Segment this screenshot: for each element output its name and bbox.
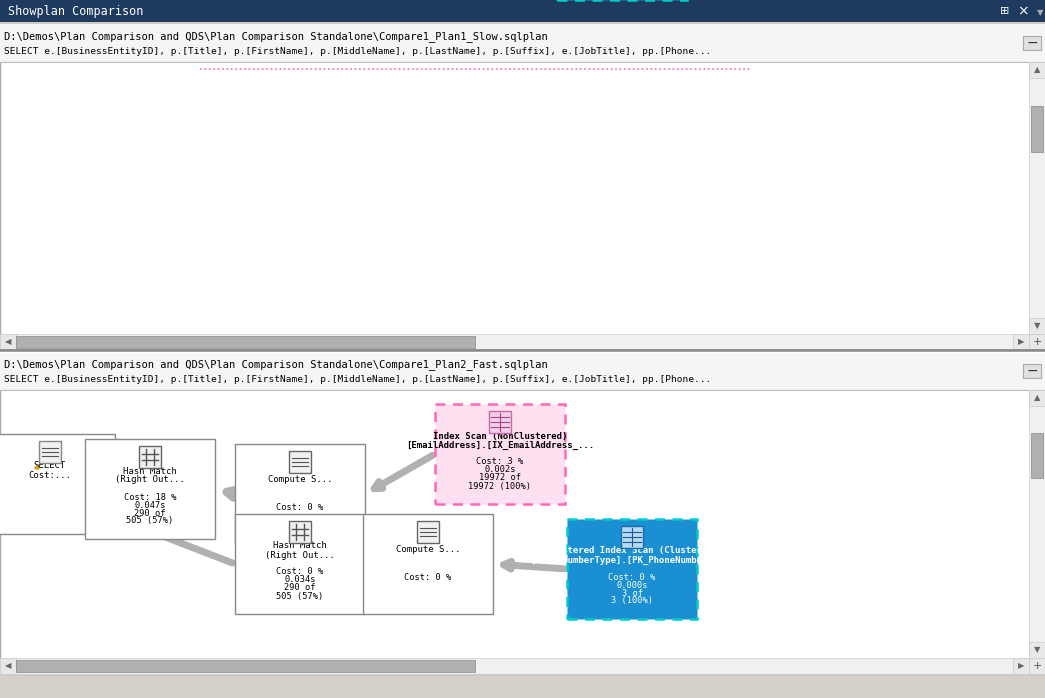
Bar (1029, 334, 1045, 350)
Text: ▲: ▲ (1034, 66, 1040, 75)
Bar (0, 334, 1029, 350)
Text: Cost: 18 %: Cost: 18 % (123, 493, 177, 501)
Text: ▶: ▶ (1018, 338, 1024, 346)
Bar (1029, 62, 1045, 334)
FancyBboxPatch shape (1023, 36, 1041, 50)
Bar (1031, 433, 1043, 478)
Text: Hash Match: Hash Match (273, 542, 327, 551)
Bar (1029, 62, 1045, 78)
Text: 3 of: 3 of (622, 588, 643, 597)
Text: +: + (1032, 661, 1042, 671)
FancyBboxPatch shape (435, 404, 565, 504)
Text: 505 (57%): 505 (57%) (276, 591, 324, 600)
Text: 3 (100%): 3 (100%) (611, 597, 653, 605)
Text: ▶: ▶ (1018, 662, 1024, 671)
Bar (1031, 105, 1043, 151)
Text: 19972 of: 19972 of (479, 473, 521, 482)
Text: Cost: 0 %: Cost: 0 % (404, 574, 451, 583)
Bar (0, 334, 16, 350)
Bar (0, 658, 1029, 674)
Text: ⊞: ⊞ (1000, 6, 1009, 16)
Polygon shape (34, 465, 39, 469)
Bar (1029, 318, 1045, 334)
Text: −: − (1026, 364, 1038, 378)
Text: Compute S...: Compute S... (396, 546, 460, 554)
Text: 290 of: 290 of (134, 509, 166, 517)
Text: ▲: ▲ (1034, 394, 1040, 403)
Text: Cost: 0 %: Cost: 0 % (276, 567, 324, 577)
Text: 0.000s: 0.000s (617, 581, 648, 590)
Text: 0.034s: 0.034s (284, 575, 316, 584)
FancyBboxPatch shape (235, 444, 365, 544)
Text: Cost: 3 %: Cost: 3 % (477, 457, 524, 466)
Bar (0, 0, 1045, 22)
Bar (0, 352, 1045, 390)
Text: 0.002s: 0.002s (484, 466, 516, 475)
Bar (16, 660, 474, 672)
Bar (16, 336, 474, 348)
FancyBboxPatch shape (1023, 364, 1041, 378)
Bar (1029, 658, 1045, 674)
Text: Cost: 0 %: Cost: 0 % (276, 503, 324, 512)
Text: Hash Match: Hash Match (123, 466, 177, 475)
Text: SELECT e.[BusinessEntityID], p.[Title], p.[FirstName], p.[MiddleName], p.[LastNa: SELECT e.[BusinessEntityID], p.[Title], … (4, 47, 712, 57)
Text: ▼: ▼ (1034, 322, 1040, 330)
Text: ▼: ▼ (1034, 646, 1040, 655)
FancyBboxPatch shape (85, 439, 215, 539)
Bar (0, 352, 1045, 674)
Bar (1013, 658, 1029, 674)
Text: Cost:...: Cost:... (28, 470, 71, 480)
Text: ◀: ◀ (5, 338, 11, 346)
FancyBboxPatch shape (567, 519, 697, 619)
Text: Index Scan (NonClustered): Index Scan (NonClustered) (433, 431, 567, 440)
FancyBboxPatch shape (139, 446, 161, 468)
Text: 19972 (100%): 19972 (100%) (468, 482, 532, 491)
Text: [EmailAddress].[IX_EmailAddress_...: [EmailAddress].[IX_EmailAddress_... (405, 440, 594, 450)
Bar (1013, 334, 1029, 350)
Text: ◀: ◀ (5, 662, 11, 671)
Bar (0, 658, 16, 674)
Text: [PhoneNumberType].[PK_PhoneNumberTy...: [PhoneNumberType].[PK_PhoneNumberTy... (530, 556, 735, 565)
FancyBboxPatch shape (235, 514, 365, 614)
Bar (1029, 390, 1045, 658)
FancyBboxPatch shape (0, 434, 115, 534)
FancyBboxPatch shape (289, 451, 311, 473)
FancyBboxPatch shape (39, 441, 61, 463)
Text: D:\Demos\Plan Comparison and QDS\Plan Comparison Standalone\Compare1_Plan2_Fast.: D:\Demos\Plan Comparison and QDS\Plan Co… (4, 359, 548, 371)
Text: +: + (1032, 337, 1042, 347)
Text: SELECT e.[BusinessEntityID], p.[Title], p.[FirstName], p.[MiddleName], p.[LastNa: SELECT e.[BusinessEntityID], p.[Title], … (4, 376, 712, 385)
Text: ×: × (1017, 4, 1028, 18)
Bar (1029, 390, 1045, 406)
Text: Cost: 0 %: Cost: 0 % (608, 572, 655, 581)
Bar (0, 24, 1045, 350)
Text: Clustered Index Scan (Clustered): Clustered Index Scan (Clustered) (545, 547, 718, 556)
Text: (Right Out...: (Right Out... (115, 475, 185, 484)
Text: D:\Demos\Plan Comparison and QDS\Plan Comparison Standalone\Compare1_Plan1_Slow.: D:\Demos\Plan Comparison and QDS\Plan Co… (4, 31, 548, 43)
Text: −: − (1026, 36, 1038, 50)
Text: SELECT: SELECT (33, 461, 66, 470)
Text: 290 of: 290 of (284, 584, 316, 593)
Bar (0, 24, 1045, 62)
FancyBboxPatch shape (363, 514, 493, 614)
Text: Compute S...: Compute S... (268, 475, 332, 484)
FancyBboxPatch shape (417, 521, 439, 543)
FancyBboxPatch shape (489, 411, 511, 433)
Text: 0.047s: 0.047s (134, 500, 166, 510)
Text: (Right Out...: (Right Out... (265, 551, 335, 560)
Text: ▼: ▼ (1037, 8, 1044, 17)
Text: Showplan Comparison: Showplan Comparison (8, 4, 143, 17)
FancyBboxPatch shape (621, 526, 643, 548)
Text: 505 (57%): 505 (57%) (126, 517, 173, 526)
Bar (1029, 642, 1045, 658)
FancyBboxPatch shape (289, 521, 311, 543)
